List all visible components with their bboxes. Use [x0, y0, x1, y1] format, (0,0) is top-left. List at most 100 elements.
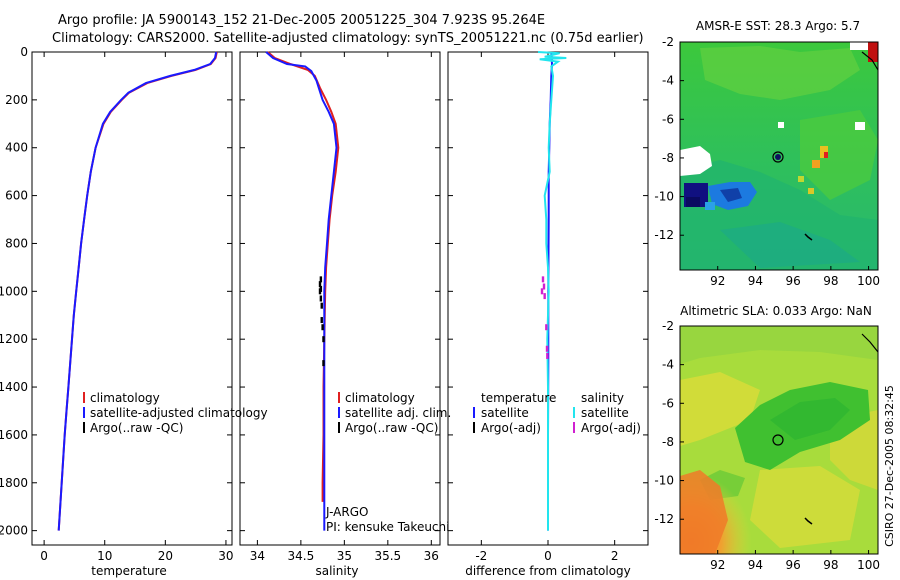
temp-xtick-label: 10 [97, 549, 112, 563]
sst-east-patch [800, 110, 878, 200]
sst-hot-5 [808, 188, 814, 194]
salinity-xlabel: salinity [315, 564, 358, 578]
difference-legend: temperature satellite Argo(-adj) salinit… [473, 391, 641, 435]
salinity-panel [239, 51, 441, 546]
sst-lon-label: 96 [786, 274, 801, 288]
temp-xtick-label: 30 [218, 549, 233, 563]
sst-missing-west [680, 146, 712, 176]
sal-argo-point [322, 336, 325, 343]
sal-argo-point [321, 324, 324, 331]
sst-missing-north [778, 122, 784, 128]
sla-lat-label: -8 [662, 435, 674, 449]
sal-argo-point [320, 317, 323, 324]
sst-lat-label: -8 [662, 151, 674, 165]
sla-map [680, 326, 878, 554]
depth-tick-label: 1200 [0, 332, 28, 346]
sst-lat-label: -6 [662, 112, 674, 126]
sal-xtick-label: 34.5 [288, 549, 315, 563]
legend-label-climatology: climatology [90, 391, 160, 405]
sla-map-frame [679, 325, 879, 555]
sla-yellow-west [680, 372, 760, 446]
diff-argo-point [545, 345, 549, 352]
sla-lon-label: 94 [748, 558, 763, 572]
sst-cold-eddy-core [720, 188, 742, 202]
sst-hot-4 [798, 176, 804, 182]
sal-argo-point [322, 360, 325, 367]
sst-hot-2 [824, 152, 828, 158]
diff-series-salinity-satellite [537, 51, 567, 531]
sal-argo-point [319, 276, 323, 283]
depth-tick-label: 200 [5, 93, 28, 107]
depth-tick-label: 1400 [0, 380, 28, 394]
sst-land-outline [861, 51, 878, 71]
difference-xlabel: difference from climatology [465, 564, 631, 578]
sst-warm-patch [700, 46, 860, 100]
sla-lat-label: -10 [654, 474, 674, 488]
sst-lat-label: -12 [654, 228, 674, 242]
sla-lat-label: -6 [662, 396, 674, 410]
legend-label-argo: Argo(..raw -QC) [90, 421, 183, 435]
sla-island [804, 517, 813, 525]
sla-north-band [680, 326, 878, 364]
depth-tick-label: 2000 [0, 524, 28, 538]
legend-label-satellite: satellite adj. clim. [345, 406, 451, 420]
temp-series-satellite-adjusted-climatology [57, 51, 218, 531]
legend-label-temp-argo: Argo(-adj) [481, 421, 541, 435]
legend-label-argo: Argo(..raw -QC) [345, 421, 438, 435]
sst-missing-east [855, 122, 865, 130]
sst-cold-fleck [705, 202, 715, 210]
sst-lat-label: -4 [662, 74, 674, 88]
sla-lat-label: -12 [654, 512, 674, 526]
float-program: J-ARGO [325, 505, 368, 519]
diff-xtick-label: 0 [544, 549, 552, 563]
sst-map-axes: 92 94 96 98 100 -2 -4 -6 -8 -10 -12 [654, 35, 880, 288]
legend-label-temp-satellite: satellite [481, 406, 529, 420]
sst-hot-3 [812, 160, 820, 168]
temperature-panel [31, 51, 233, 546]
sal-xtick-label: 35 [337, 549, 352, 563]
sal-xtick-label: 35.5 [374, 549, 401, 563]
sal-xtick-label: 36 [424, 549, 439, 563]
sla-argo-marker [772, 434, 784, 446]
depth-tick-label: 0 [20, 45, 28, 59]
depth-tick-label: 1800 [0, 476, 28, 490]
sst-lon-label: 100 [857, 274, 880, 288]
sst-cool-band [720, 222, 860, 268]
sst-map [680, 42, 878, 270]
sal-argo-point [319, 295, 323, 302]
diff-argo-point [542, 283, 546, 290]
sst-map-frame [679, 41, 879, 271]
legend-label-climatology: climatology [345, 391, 415, 405]
sst-missing-corner [850, 42, 878, 50]
sst-argo-marker-fill [775, 154, 781, 160]
legend-label-satellite: satellite-adjusted climatology [90, 406, 268, 420]
temperature-xlabel: temperature [91, 564, 166, 578]
sla-green-core [770, 398, 850, 440]
temp-xtick-label: 20 [158, 549, 173, 563]
sst-argo-marker [772, 151, 784, 163]
sla-lon-label: 92 [710, 558, 725, 572]
sal-argo-point [320, 302, 323, 309]
salinity-legend: climatology satellite adj. clim. Argo(..… [338, 391, 451, 435]
depth-tick-label: 1600 [0, 428, 28, 442]
sla-lon-label: 100 [857, 558, 880, 572]
legend-title-temperature: temperature [481, 391, 556, 405]
diff-xtick-label: 2 [611, 549, 619, 563]
depth-tick-label: 600 [5, 189, 28, 203]
header-line-2: Climatology: CARS2000. Satellite-adjuste… [52, 31, 644, 46]
salinity-axes: 34 34.5 35 35.5 36 [240, 51, 440, 563]
sla-orange-core [680, 470, 728, 554]
legend-label-sal-satellite: satellite [581, 406, 629, 420]
diff-argo-point [545, 324, 548, 331]
sal-series-satellite-adj-clim- [265, 51, 338, 531]
sst-lon-label: 98 [823, 274, 838, 288]
sla-lon-label: 98 [823, 558, 838, 572]
diff-argo-point [546, 352, 549, 359]
header-line-1: Argo profile: JA 5900143_152 21-Dec-2005… [58, 13, 545, 28]
diff-xtick-label: -2 [475, 549, 487, 563]
depth-tick-label: 400 [5, 141, 28, 155]
sla-lat-label: -2 [662, 319, 674, 333]
diff-argo-point [540, 288, 544, 295]
sst-hot-6 [868, 42, 878, 62]
sst-cold-core [686, 197, 700, 207]
